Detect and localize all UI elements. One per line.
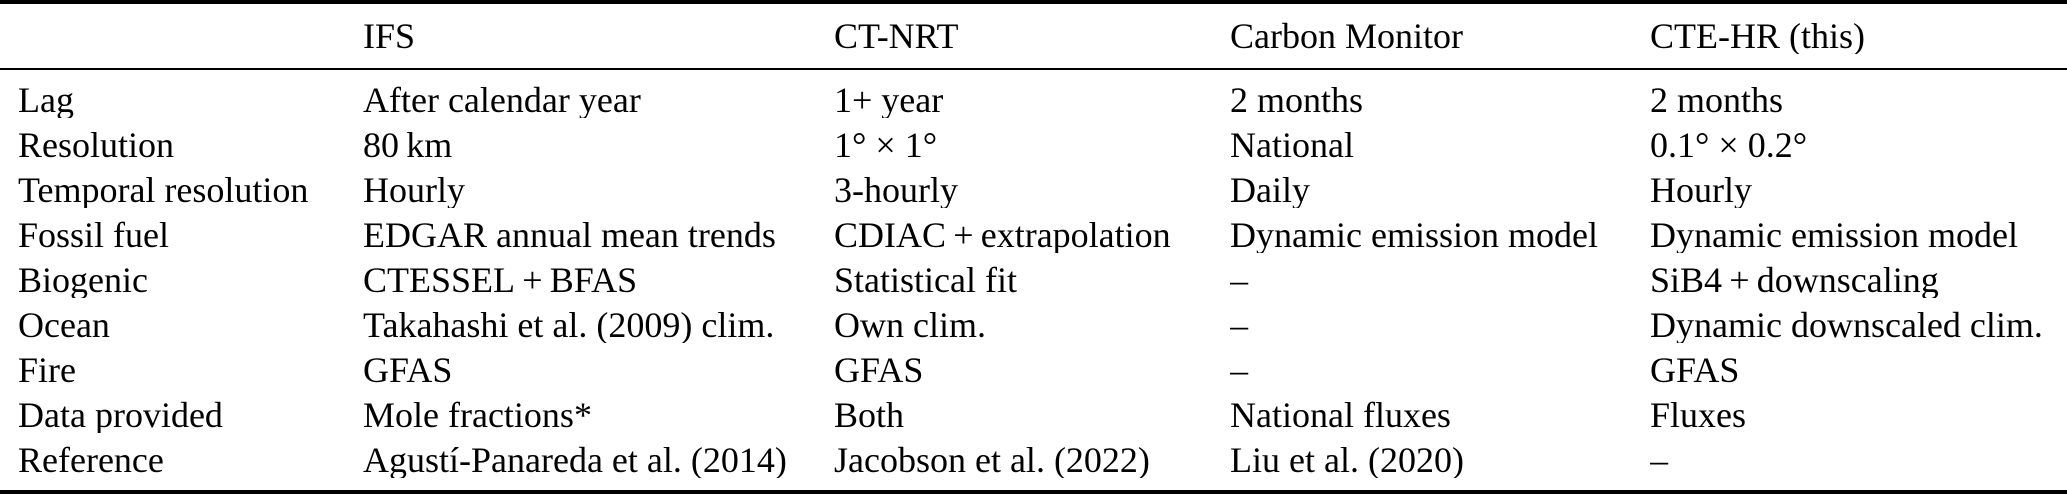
table-cell: 3-hourly — [834, 172, 958, 209]
table-row: Temporal resolution Hourly 3-hourly Daily Ho… — [0, 168, 2067, 213]
table-cell: After calendar year — [363, 82, 641, 119]
table-cell: Hourly — [1650, 172, 1752, 209]
table-body: Lag After calendar year 1+ year 2 months 2 m… — [0, 70, 2067, 490]
table-cell: CTESSEL + BFAS — [363, 262, 638, 298]
table-cell: Agustí-Panareda et al. (2014) — [363, 441, 787, 478]
table-header-rule — [0, 67, 2067, 70]
table-cell: Fluxes — [1650, 396, 1747, 433]
row-label: Reference — [18, 441, 164, 478]
table-row: Resolution 80 km 1° × 1° National 0.1° × 0.2… — [0, 123, 2067, 168]
table-cell: Dynamic emission model — [1650, 217, 2018, 254]
table-row: Fossil fuel EDGAR annual mean trends CDIAC… — [0, 213, 2067, 258]
table-cell: EDGAR annual mean trends — [363, 217, 776, 254]
table-row: Ocean Takahashi et al. (2009) clim. Own cl… — [0, 302, 2067, 347]
table-cell: Liu et al. (2020) — [1230, 441, 1464, 478]
table-cell: Takahashi et al. (2009) clim. — [363, 306, 775, 343]
table-cell: Dynamic emission model — [1230, 217, 1598, 254]
table-cell: GFAS — [834, 351, 924, 388]
table-cell: Daily — [1230, 172, 1310, 209]
table-cell: 2 months — [1650, 82, 1784, 119]
column-header-ifs: IFS — [363, 17, 416, 54]
table-cell: 1° × 1° — [834, 127, 938, 164]
row-label: Biogenic — [18, 262, 148, 298]
table-row: Reference Agustí-Panareda et al. (2014) Ja… — [0, 437, 2067, 482]
table-cell: Statistical fit — [834, 262, 1017, 298]
row-label: Fossil fuel — [18, 217, 170, 254]
table-cell: Dynamic downscaled clim. — [1650, 306, 2043, 343]
row-label: Lag — [18, 82, 74, 119]
table-cell: GFAS — [1650, 351, 1740, 388]
table-cell: 0.1° × 0.2° — [1650, 127, 1808, 164]
table-cell: Jacobson et al. (2022) — [834, 441, 1150, 478]
table-row: Fire GFAS GFAS – GFAS — [0, 347, 2067, 392]
table-row: Biogenic CTESSEL + BFAS Statistical fit – Si… — [0, 258, 2067, 303]
table-cell: 80 km — [363, 127, 453, 164]
table-row: Lag After calendar year 1+ year 2 months 2 m… — [0, 78, 2067, 123]
table-cell: GFAS — [363, 351, 453, 388]
table-cell: National fluxes — [1230, 396, 1451, 433]
row-label: Fire — [18, 351, 76, 388]
row-label: Data provided — [18, 396, 223, 433]
row-label: Resolution — [18, 127, 175, 164]
table-bottom-rule — [0, 489, 2067, 494]
table-cell: 2 months — [1230, 82, 1364, 119]
table-cell: – — [1230, 351, 1248, 388]
row-label: Temporal resolution — [18, 172, 309, 209]
table-cell: – — [1230, 262, 1248, 298]
table-header-row: IFS CT-NRT Carbon Monitor CTE-HR (this) — [0, 4, 2067, 68]
table-cell: Both — [834, 396, 905, 433]
row-label: Ocean — [18, 306, 110, 343]
column-header-carbon-monitor: Carbon Monitor — [1230, 17, 1463, 54]
table-cell: 1+ year — [834, 82, 944, 119]
table-cell: – — [1230, 306, 1248, 343]
table-cell: Mole fractions* — [363, 396, 592, 433]
table-cell: – — [1650, 441, 1668, 478]
column-header-ct-nrt: CT-NRT — [834, 17, 959, 54]
table-cell: Own clim. — [834, 306, 986, 343]
column-header-cte-hr: CTE-HR (this) — [1650, 17, 1865, 54]
table-cell: National — [1230, 127, 1354, 164]
table-row: Data provided Mole fractions* Both National… — [0, 392, 2067, 437]
table-top-rule — [0, 0, 2067, 4]
table-cell: SiB4 + downscaling — [1650, 262, 1939, 298]
table-cell: CDIAC + extrapolation — [834, 217, 1171, 254]
table-cell: Hourly — [363, 172, 465, 209]
